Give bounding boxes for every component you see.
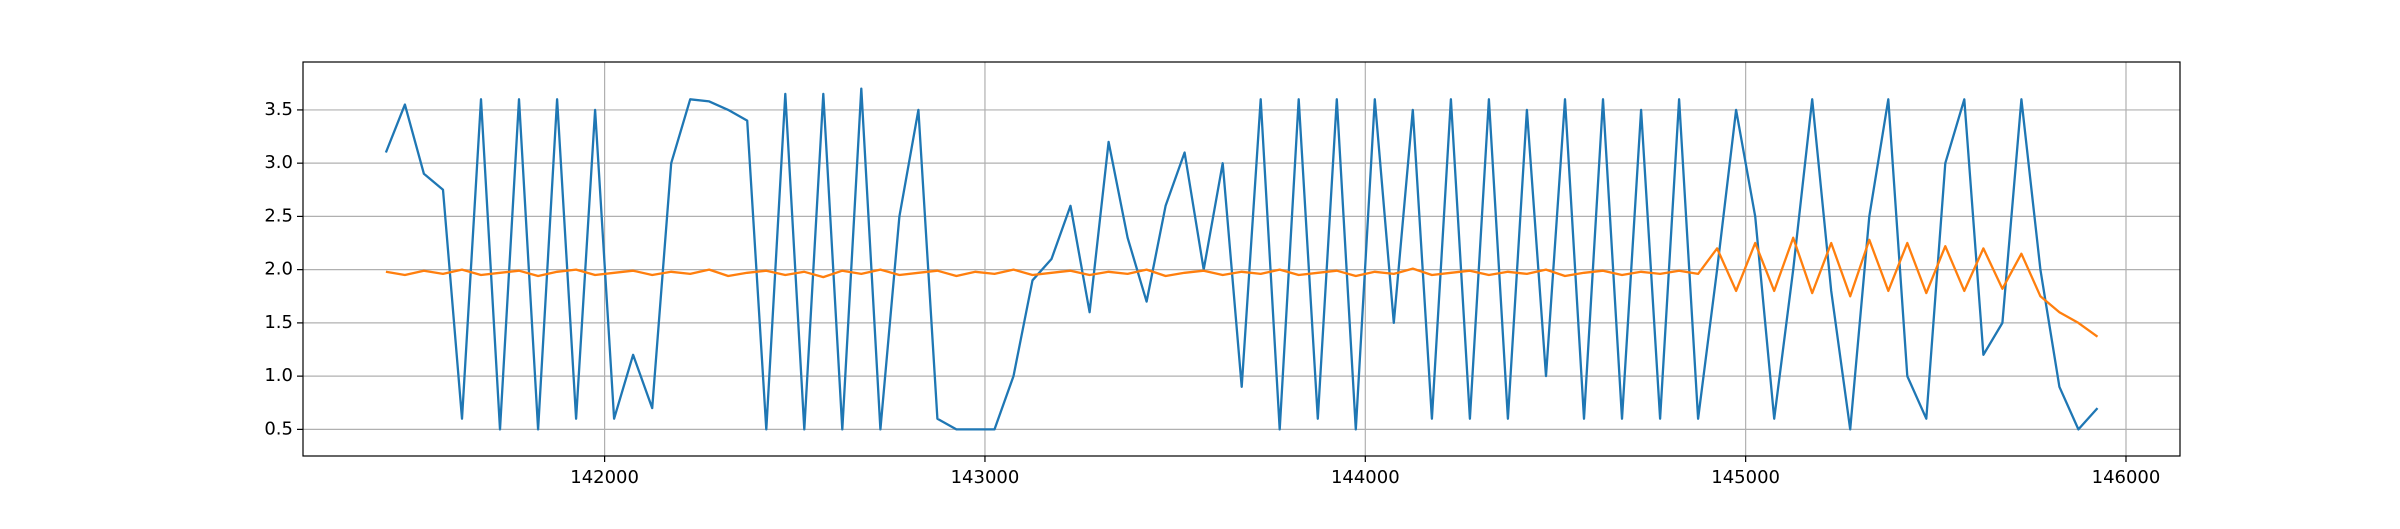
x-tick-label: 142000 xyxy=(570,467,639,488)
x-tick-label: 144000 xyxy=(1331,467,1400,488)
x-tick-label: 143000 xyxy=(951,467,1020,488)
y-tick-label: 2.0 xyxy=(264,259,293,280)
y-tick-label: 2.5 xyxy=(264,205,293,226)
plot-frame xyxy=(302,61,2181,457)
y-tick-label: 3.0 xyxy=(264,152,293,173)
x-tick-label: 145000 xyxy=(1711,467,1780,488)
y-tick-label: 1.5 xyxy=(264,312,293,333)
y-tick-label: 1.0 xyxy=(264,365,293,386)
y-tick-label: 3.5 xyxy=(264,99,293,120)
data-line xyxy=(384,87,2099,431)
data-line xyxy=(385,236,2099,338)
x-tick-label: 146000 xyxy=(2092,467,2161,488)
y-tick-label: 0.5 xyxy=(264,418,293,439)
